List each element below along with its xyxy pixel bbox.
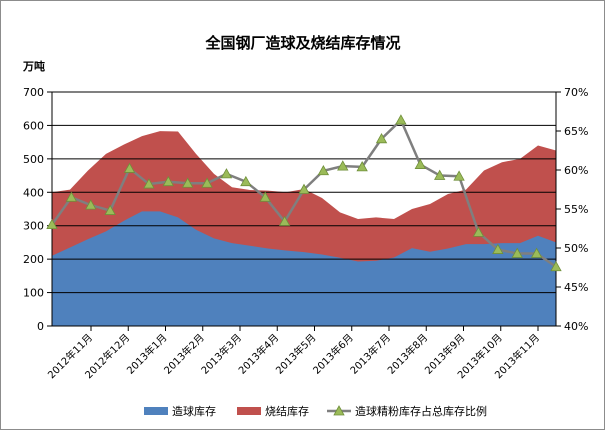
ratio-point-marker: [492, 243, 504, 254]
legend-swatch-sinter: [237, 407, 261, 415]
ratio-point-marker: [550, 260, 562, 272]
pellet-inventory-area: [52, 211, 556, 326]
ratio-point-marker: [65, 191, 78, 202]
legend-marker-ratio: [333, 405, 345, 416]
legend-label-pellet: 造球库存: [172, 404, 216, 418]
ratio-point-marker: [356, 161, 368, 172]
ratio-point-marker: [434, 169, 446, 180]
y-axis-unit: 万吨: [22, 59, 45, 73]
legend-swatch-pellet: [144, 407, 168, 415]
y2-tick-label: 60%: [564, 164, 588, 177]
y-tick-label: 300: [23, 220, 44, 233]
ratio-point-marker: [278, 215, 291, 226]
legend-label-sinter: 烧结库存: [265, 404, 309, 418]
ratio-point-marker: [46, 218, 58, 230]
ratio-point-marker: [123, 162, 136, 173]
ratio-point-marker: [317, 164, 330, 176]
ratio-point-marker: [143, 178, 155, 189]
legend: 造球库存 烧结库存 造球精粉库存占总库存比例: [144, 404, 487, 418]
ratio-point-marker: [85, 199, 97, 210]
ratio-point-marker: [220, 168, 233, 179]
ratio-point-marker: [395, 114, 407, 125]
ratio-point-marker: [104, 204, 116, 215]
chart-title: 全国钢厂造球及烧结库存情况: [204, 34, 400, 52]
ratio-line-layer: [46, 114, 562, 272]
ratio-point-marker: [298, 183, 310, 194]
ratio-point-marker: [511, 247, 523, 258]
legend-label-ratio: 造球精粉库存占总库存比例: [355, 404, 487, 418]
ratio-point-marker: [259, 191, 271, 202]
y2-tick-label: 45%: [564, 281, 588, 294]
y2-tick-label: 50%: [564, 242, 588, 255]
y2-tick-label: 70%: [564, 86, 588, 99]
ratio-point-marker: [472, 226, 485, 237]
y-tick-label: 0: [37, 320, 44, 333]
y-tick-label: 700: [23, 86, 44, 99]
ratio-point-marker: [530, 247, 543, 258]
y-tick-label: 200: [23, 253, 44, 266]
y-tick-label: 500: [23, 153, 44, 166]
y-tick-label: 100: [23, 287, 44, 300]
ratio-point-marker: [337, 160, 349, 171]
ratio-point-marker: [182, 177, 194, 188]
y-tick-label: 600: [23, 119, 44, 132]
ratio-point-marker: [453, 170, 465, 181]
y2-tick-label: 65%: [564, 125, 588, 138]
ratio-point-marker: [414, 158, 426, 169]
ratio-point-marker: [201, 177, 213, 188]
ratio-point-marker: [240, 175, 252, 187]
y2-tick-label: 40%: [564, 320, 588, 333]
ratio-point-marker: [162, 175, 174, 187]
ratio-point-marker: [375, 132, 388, 144]
y2-tick-label: 55%: [564, 203, 588, 216]
area-layer: [52, 131, 556, 326]
y-tick-label: 400: [23, 186, 44, 199]
